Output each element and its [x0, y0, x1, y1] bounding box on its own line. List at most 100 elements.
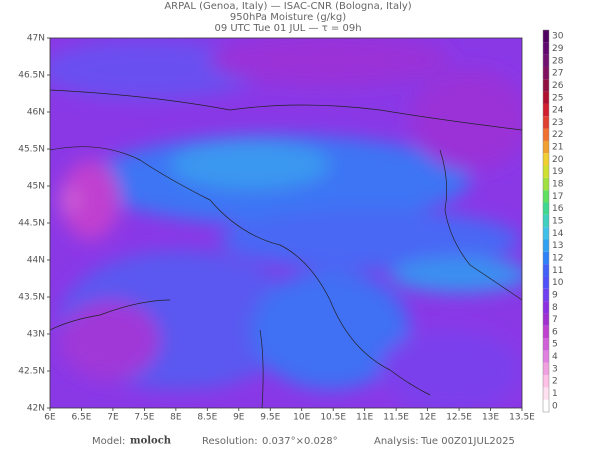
- colorbar-swatch: [543, 214, 549, 228]
- lon-label: 9.5E: [260, 413, 280, 423]
- colorbar-swatch: [543, 338, 549, 351]
- colorbar-swatch: [543, 375, 549, 388]
- lat-label: 42N: [27, 404, 45, 414]
- lon-label: 6E: [44, 413, 56, 423]
- colorbar-label: 9: [552, 290, 558, 300]
- colorbar-swatch: [543, 251, 549, 265]
- colorbar-swatch: [543, 140, 549, 154]
- lat-label: 43.5N: [18, 293, 45, 303]
- lon-label: 7E: [107, 413, 119, 423]
- colorbar-label: 13: [552, 241, 563, 251]
- colorbar-frame: [542, 29, 550, 413]
- colorbar-label: 6: [552, 327, 558, 337]
- colorbar-label: 20: [552, 155, 564, 165]
- colorbar-swatch: [543, 42, 549, 55]
- colorbar-swatch: [543, 239, 549, 252]
- lon-label: 11E: [356, 413, 373, 423]
- colorbar-label: 10: [552, 278, 564, 288]
- footer-label: Analysis:: [374, 436, 419, 447]
- colorbar-swatch: [543, 116, 549, 129]
- colorbar-label: 21: [552, 143, 563, 153]
- lat-label: 43N: [27, 330, 45, 340]
- lon-label: 7.5E: [134, 413, 154, 423]
- footer-value: moloch: [130, 436, 172, 447]
- colorbar-swatch: [543, 177, 549, 191]
- lon-label: 10.5E: [320, 413, 346, 423]
- lat-label: 45N: [27, 182, 45, 192]
- lat-label: 46N: [27, 108, 45, 118]
- colorbar-label: 14: [552, 229, 564, 239]
- lon-label: 6.5E: [71, 413, 91, 423]
- colorbar-label: 16: [552, 204, 564, 214]
- footer-value: Tue 00Z01JUL2025: [420, 436, 515, 447]
- colorbar-label: 1: [552, 389, 558, 399]
- lat-label: 46.5N: [18, 71, 45, 81]
- colorbar-label: 2: [552, 377, 558, 387]
- colorbar-label: 27: [552, 69, 563, 79]
- footer-label: Model:: [92, 436, 125, 447]
- colorbar-label: 30: [552, 32, 564, 42]
- lon-label: 13E: [482, 413, 499, 423]
- colorbar-swatch: [543, 79, 549, 92]
- colorbar-swatch: [543, 190, 549, 203]
- colorbar-swatch: [543, 66, 549, 80]
- lat-label: 44N: [27, 256, 45, 266]
- lon-label: 10E: [293, 413, 310, 423]
- colorbar-label: 18: [552, 180, 564, 190]
- lat-label: 42.5N: [18, 367, 45, 377]
- lat-label: 45.5N: [18, 145, 45, 155]
- header-line: 09 UTC Tue 01 JUL — τ = 09h: [214, 23, 361, 34]
- colorbar-label: 22: [552, 130, 563, 140]
- colorbar-label: 5: [552, 340, 558, 350]
- colorbar-swatch: [543, 103, 549, 117]
- lon-label: 8.5E: [197, 413, 217, 423]
- colorbar-label: 19: [552, 167, 564, 177]
- colorbar-swatch: [543, 91, 549, 104]
- colorbar-label: 0: [552, 401, 558, 411]
- colorbar-label: 29: [552, 44, 564, 54]
- colorbar-swatch: [543, 362, 549, 376]
- lon-label: 11.5E: [383, 413, 409, 423]
- colorbar-label: 23: [552, 118, 563, 128]
- colorbar-label: 15: [552, 217, 563, 227]
- colorbar-swatch: [543, 54, 549, 67]
- lat-label: 44.5N: [18, 219, 45, 229]
- header-line: 950hPa Moisture (g/kg): [230, 12, 346, 23]
- colorbar-label: 4: [552, 352, 558, 362]
- lon-label: 8E: [170, 413, 182, 423]
- colorbar-label: 7: [552, 315, 558, 325]
- colorbar: 0123456789101112131415161718192021222324…: [542, 29, 564, 413]
- colorbar-swatch: [543, 387, 549, 400]
- map-axes: 47N 46.5N 46N 45.5N 45N 44.5N 44N 43.5N 43N 42.5N…: [18, 34, 535, 423]
- colorbar-label: 17: [552, 192, 563, 202]
- colorbar-swatch: [543, 313, 549, 326]
- lon-label: 9E: [233, 413, 245, 423]
- colorbar-label: 25: [552, 93, 563, 103]
- colorbar-swatch: [543, 276, 549, 289]
- colorbar-swatch: [543, 301, 549, 314]
- colorbar-swatch: [543, 288, 549, 302]
- colorbar-swatch: [543, 227, 549, 240]
- colorbar-swatch: [543, 325, 549, 339]
- colorbar-label: 28: [552, 56, 564, 66]
- colorbar-swatch: [543, 30, 549, 43]
- lat-label: 47N: [27, 34, 45, 44]
- footer-value: 0.037°×0.028°: [262, 436, 338, 447]
- colorbar-swatch: [543, 350, 549, 363]
- colorbar-label: 8: [552, 303, 558, 313]
- colorbar-swatch: [543, 128, 549, 141]
- colorbar-swatch: [543, 399, 549, 412]
- colorbar-swatch: [543, 264, 549, 277]
- moisture-field: [50, 38, 522, 408]
- header-line: ARPAL (Genoa, Italy) — ISAC-CNR (Bologna…: [164, 1, 411, 12]
- lon-label: 12E: [419, 413, 436, 423]
- colorbar-label: 12: [552, 253, 563, 263]
- lon-label: 12.5E: [446, 413, 472, 423]
- colorbar-swatch: [543, 202, 549, 215]
- colorbar-swatch: [543, 153, 549, 166]
- colorbar-label: 24: [552, 106, 564, 116]
- colorbar-label: 11: [552, 266, 563, 276]
- colorbar-label: 26: [552, 81, 564, 91]
- lon-label: 13.5E: [509, 413, 535, 423]
